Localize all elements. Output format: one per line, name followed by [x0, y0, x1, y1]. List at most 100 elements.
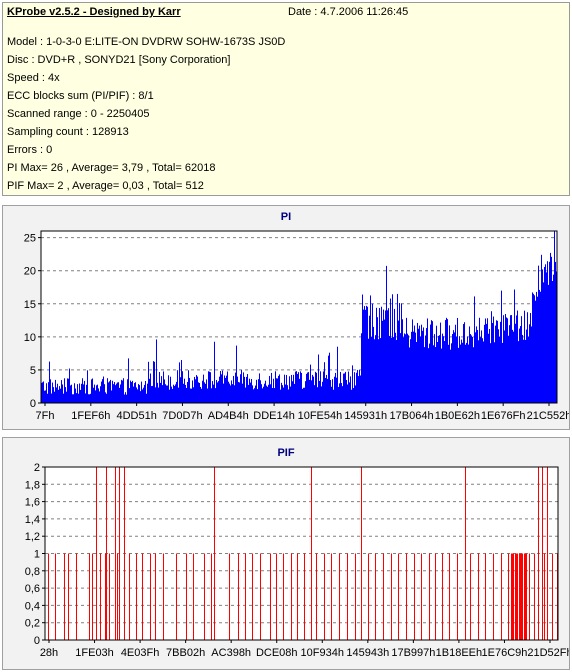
pi-bar	[376, 307, 377, 403]
pi-bar	[130, 380, 131, 403]
pi-bar	[61, 380, 62, 403]
pi-bar	[304, 387, 305, 403]
pi-bar	[372, 303, 373, 403]
pi-bar	[364, 306, 365, 403]
pi-bar	[412, 319, 413, 403]
pi-bar	[307, 372, 308, 403]
pi-bar	[259, 373, 260, 403]
pi-bar	[462, 342, 463, 403]
pi-bar	[266, 385, 267, 403]
pi-bar	[46, 383, 47, 403]
x-tick-label: 10FE54h	[298, 410, 343, 422]
x-tick-label: 1E76C9h	[482, 647, 528, 659]
pi-bar	[338, 387, 339, 403]
y-tick-label: 5	[30, 365, 36, 377]
y-tick-label: 1,8	[25, 479, 40, 491]
pi-bar	[466, 342, 467, 403]
pi-bar	[457, 317, 458, 403]
pi-bar	[343, 373, 344, 403]
pi-bar	[302, 388, 303, 403]
pi-bar	[123, 378, 124, 403]
x-tick-label: DDE14h	[253, 410, 295, 422]
pi-bar	[156, 339, 157, 403]
pi-bar	[378, 339, 379, 403]
pi-bar	[258, 379, 259, 403]
pi-bar	[342, 386, 343, 403]
pi-bar	[491, 311, 492, 403]
pi-bar	[533, 293, 534, 403]
x-tick-label: 28h	[40, 647, 58, 659]
pi-bar	[275, 371, 276, 403]
pi-bar	[155, 387, 156, 403]
pi-bar	[396, 339, 397, 403]
pi-bar	[524, 310, 525, 403]
pi-bar	[236, 345, 237, 403]
pi-bar	[82, 378, 83, 403]
pi-bar	[449, 325, 450, 403]
pi-bar	[270, 384, 271, 403]
pi-chart: 0 5 10 15 20 25 7Fh 1FEF6h 4DD51h 7D0D7h AD4B4h DDE…	[24, 230, 569, 422]
pi-bar	[420, 336, 421, 403]
pi-bar	[142, 389, 143, 403]
pi-bar	[99, 391, 100, 403]
pi-bar	[277, 378, 278, 403]
pi-bar	[347, 384, 348, 403]
pi-bar	[406, 317, 407, 403]
info-errors: Errors : 0	[7, 144, 53, 156]
pi-bar	[131, 382, 132, 403]
pi-bar	[209, 371, 210, 403]
pi-bar	[445, 320, 446, 403]
pi-bar	[508, 335, 509, 403]
pi-bar	[173, 384, 174, 403]
x-tick-label: 17B997h	[391, 647, 435, 659]
pi-chart-title: PI	[280, 211, 292, 223]
pi-bar	[375, 335, 376, 403]
pi-bar	[47, 393, 48, 403]
pi-bar	[428, 348, 429, 403]
pi-bar	[333, 389, 334, 403]
pi-bar	[370, 295, 371, 403]
pi-bar	[528, 336, 529, 403]
pi-bar	[430, 324, 431, 403]
pi-bar	[497, 320, 498, 403]
pi-bar	[287, 385, 288, 403]
pi-bar	[361, 333, 362, 403]
pi-bar	[111, 390, 112, 403]
pi-bar	[494, 342, 495, 403]
pi-bar	[268, 384, 269, 403]
pi-bar	[400, 333, 401, 403]
pi-bar	[380, 338, 381, 403]
pi-bar	[239, 382, 240, 403]
pi-bar	[450, 349, 451, 403]
pi-bar	[498, 329, 499, 403]
pi-bar	[344, 373, 345, 403]
pi-bar	[451, 343, 452, 403]
pi-bar	[178, 387, 179, 403]
pi-bar	[520, 326, 521, 403]
pi-bar	[539, 289, 540, 403]
pi-bar	[487, 318, 488, 403]
pi-bar	[481, 330, 482, 403]
pi-bar	[220, 370, 221, 403]
pi-bar	[292, 381, 293, 403]
pi-bar	[555, 261, 556, 403]
pi-bar	[256, 379, 257, 403]
pi-bar	[157, 382, 158, 403]
plot-area	[45, 467, 558, 640]
pi-bar	[465, 344, 466, 403]
pi-bar	[183, 383, 184, 403]
pi-bar	[282, 385, 283, 403]
pi-bar	[162, 385, 163, 403]
pi-bar	[93, 387, 94, 403]
pi-bar	[231, 380, 232, 403]
x-tick-label: 10F934h	[301, 647, 344, 659]
pi-bar	[321, 386, 322, 403]
pi-bar	[310, 364, 311, 403]
pi-bar	[484, 324, 485, 403]
y-tick-label: 10	[24, 332, 36, 344]
pi-bar	[73, 394, 74, 403]
pi-bar	[60, 388, 61, 403]
y-tick-label: 15	[24, 299, 36, 311]
pi-bar	[530, 312, 531, 403]
pi-bar	[551, 256, 552, 403]
